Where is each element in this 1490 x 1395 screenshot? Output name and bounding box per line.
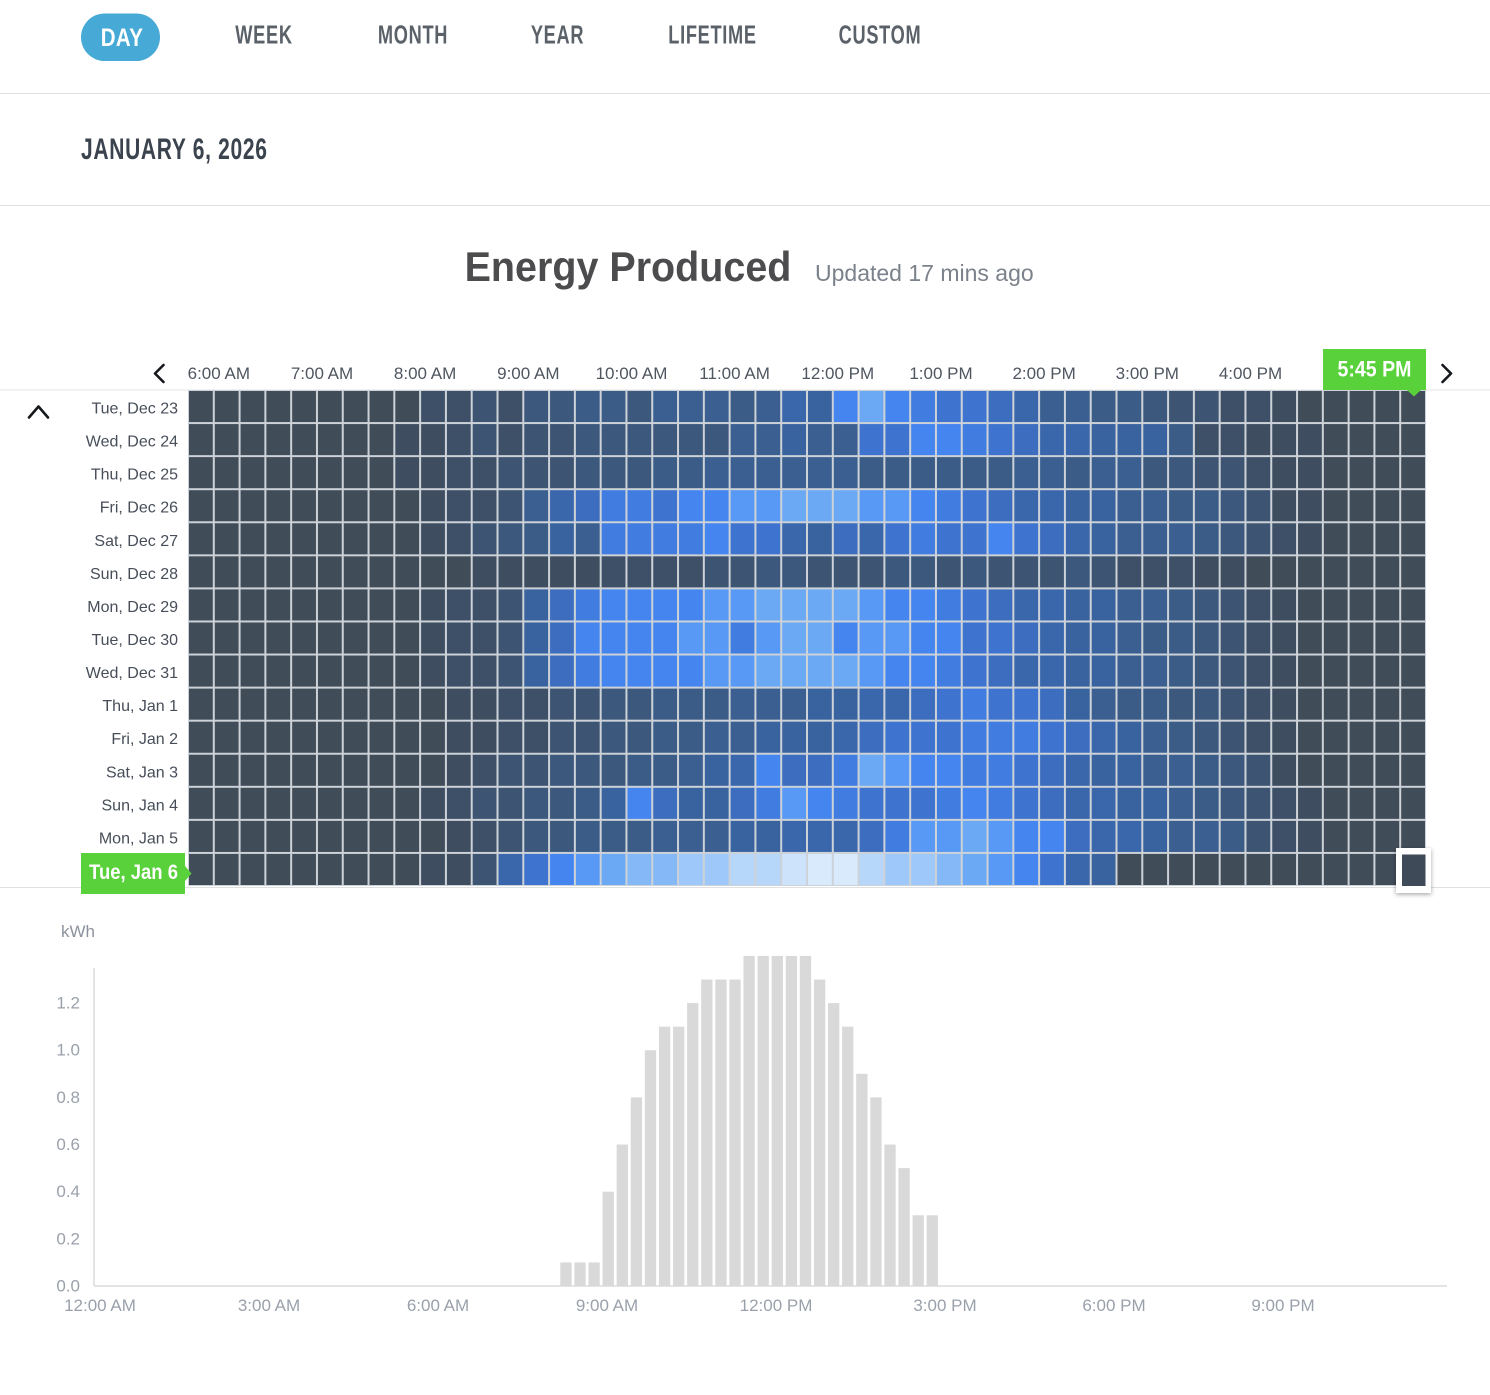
svg-text:Energy Produced: Energy Produced: [465, 243, 792, 290]
svg-text:MONTH: MONTH: [378, 20, 448, 49]
svg-text:12:00 PM: 12:00 PM: [740, 1296, 813, 1315]
svg-text:3:00 PM: 3:00 PM: [1116, 364, 1179, 383]
svg-text:Updated 17 mins ago: Updated 17 mins ago: [815, 260, 1034, 286]
svg-text:JANUARY 6, 2026: JANUARY 6, 2026: [81, 134, 268, 166]
svg-text:YEAR: YEAR: [531, 20, 584, 49]
svg-text:0.4: 0.4: [56, 1182, 80, 1201]
svg-text:DAY: DAY: [101, 23, 144, 51]
svg-text:2:00 PM: 2:00 PM: [1012, 364, 1075, 383]
svg-text:Thu, Jan 1: Thu, Jan 1: [102, 698, 178, 715]
svg-text:9:00 PM: 9:00 PM: [1251, 1296, 1314, 1315]
svg-text:Thu, Dec 25: Thu, Dec 25: [91, 467, 178, 484]
svg-text:8:00 AM: 8:00 AM: [394, 364, 456, 383]
svg-text:0.6: 0.6: [56, 1135, 80, 1154]
svg-text:3:00 AM: 3:00 AM: [238, 1296, 300, 1315]
svg-text:WEEK: WEEK: [235, 20, 292, 49]
svg-text:LIFETIME: LIFETIME: [668, 20, 757, 49]
svg-text:Sun, Dec 28: Sun, Dec 28: [90, 566, 178, 583]
svg-text:Tue, Dec 23: Tue, Dec 23: [91, 401, 178, 418]
svg-text:CUSTOM: CUSTOM: [839, 20, 922, 49]
svg-text:9:00 AM: 9:00 AM: [576, 1296, 638, 1315]
svg-text:kWh: kWh: [61, 922, 95, 941]
svg-text:5:45 PM: 5:45 PM: [1338, 357, 1412, 381]
svg-text:1.0: 1.0: [56, 1041, 80, 1060]
svg-text:Mon, Dec 29: Mon, Dec 29: [87, 599, 178, 616]
svg-text:10:00 AM: 10:00 AM: [596, 364, 668, 383]
svg-text:Sat, Jan 3: Sat, Jan 3: [106, 764, 178, 781]
svg-text:1.2: 1.2: [56, 994, 80, 1013]
svg-text:3:00 PM: 3:00 PM: [913, 1296, 976, 1315]
svg-text:7:00 AM: 7:00 AM: [291, 364, 353, 383]
svg-text:Sun, Jan 4: Sun, Jan 4: [102, 797, 179, 814]
svg-text:Wed, Dec 24: Wed, Dec 24: [86, 434, 178, 451]
svg-text:6:00 AM: 6:00 AM: [407, 1296, 469, 1315]
svg-text:1:00 PM: 1:00 PM: [909, 364, 972, 383]
svg-text:11:00 AM: 11:00 AM: [699, 364, 770, 383]
svg-text:Tue, Dec 30: Tue, Dec 30: [91, 632, 178, 649]
svg-text:9:00 AM: 9:00 AM: [497, 364, 559, 383]
svg-text:12:00 PM: 12:00 PM: [801, 364, 874, 383]
svg-text:12:00 AM: 12:00 AM: [64, 1296, 136, 1315]
svg-text:6:00 AM: 6:00 AM: [188, 364, 250, 383]
svg-text:0.8: 0.8: [56, 1088, 80, 1107]
svg-text:Fri, Jan 2: Fri, Jan 2: [111, 731, 178, 748]
svg-text:0.0: 0.0: [56, 1277, 80, 1296]
svg-text:Mon, Jan 5: Mon, Jan 5: [99, 830, 178, 847]
svg-text:Wed, Dec 31: Wed, Dec 31: [86, 665, 178, 682]
svg-text:6:00 PM: 6:00 PM: [1082, 1296, 1145, 1315]
svg-text:0.2: 0.2: [56, 1229, 80, 1248]
svg-text:Sat, Dec 27: Sat, Dec 27: [94, 533, 178, 550]
svg-text:4:00 PM: 4:00 PM: [1219, 364, 1282, 383]
svg-text:Fri, Dec 26: Fri, Dec 26: [100, 500, 178, 517]
svg-text:Tue, Jan 6: Tue, Jan 6: [89, 861, 178, 884]
